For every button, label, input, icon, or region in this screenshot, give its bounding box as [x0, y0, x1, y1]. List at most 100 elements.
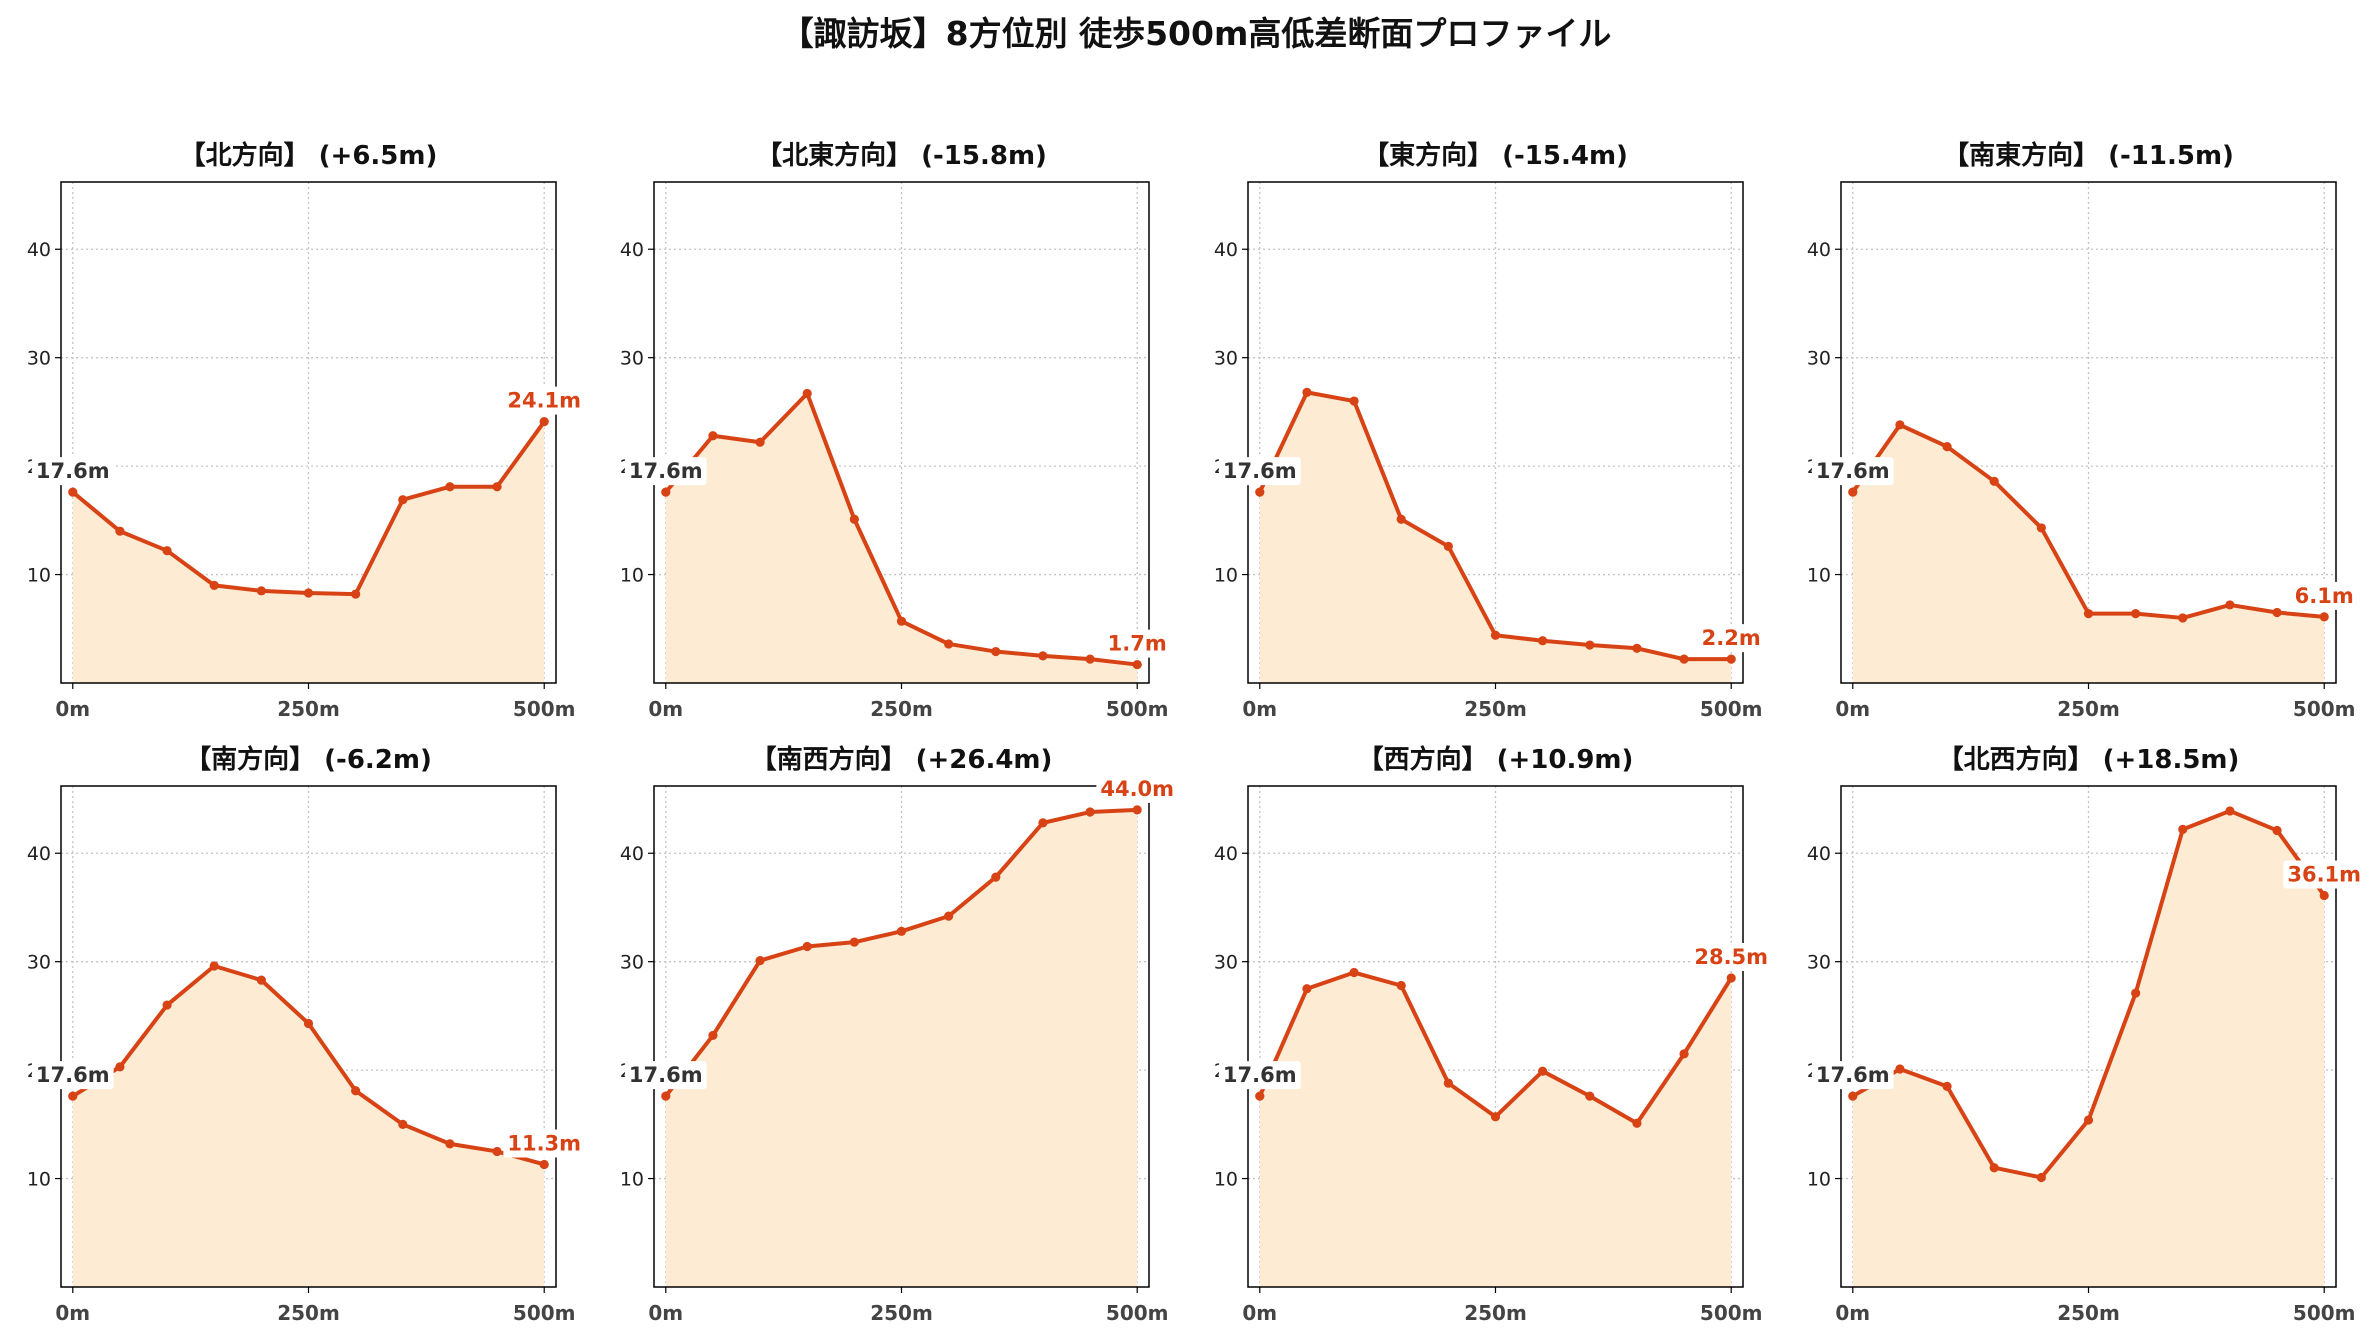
x-tick-label: 0m [648, 1301, 683, 1325]
data-point [1443, 541, 1453, 551]
x-tick-label: 250m [1464, 1301, 1527, 1325]
area-fill [665, 393, 1138, 683]
data-point [256, 975, 266, 985]
end-label: 44.0m [1100, 777, 1174, 801]
data-point [209, 580, 219, 591]
data-point [849, 937, 859, 947]
x-tick-label: 250m [277, 1301, 340, 1325]
start-label: 17.6m [629, 459, 703, 483]
end-label-box [1103, 629, 1171, 658]
panel-title: 【東方向】 (-15.4m) [1363, 140, 1628, 171]
end-label-group: 11.3m [503, 1129, 586, 1158]
y-tick-label: 30 [1807, 952, 1831, 974]
data-point [1895, 420, 1905, 430]
start-label-group: 17.6m [1218, 457, 1301, 486]
y-tick-label: 30 [1214, 952, 1238, 974]
data-point [1632, 1118, 1642, 1128]
x-tick-label: 0m [1835, 1301, 1870, 1325]
x-tick-label: 0m [1242, 697, 1277, 721]
data-point [1038, 818, 1048, 828]
data-point [1679, 1049, 1689, 1059]
data-point [1255, 487, 1265, 497]
y-tick-label: 40 [1214, 843, 1238, 865]
end-label-box [2283, 860, 2366, 889]
area-fill [72, 966, 545, 1287]
end-label: 28.5m [1694, 945, 1768, 969]
data-point [1255, 1091, 1265, 1101]
start-label-box [1811, 457, 1894, 486]
start-label-group: 17.6m [624, 457, 707, 486]
data-point [1726, 654, 1736, 664]
end-label-group: 24.1m [503, 386, 586, 415]
data-point [1989, 476, 1999, 486]
x-tick-label: 500m [2293, 1301, 2356, 1325]
start-label: 17.6m [36, 459, 110, 483]
start-label-box [624, 1061, 707, 1090]
elevation-panel-4: 0m250m500m1020304017.6m6.1m【南東方向】 (-11.5… [1807, 140, 2358, 721]
x-tick-label: 500m [2293, 697, 2356, 721]
x-tick-label: 500m [513, 697, 576, 721]
panel-title: 【南西方向】 (+26.4m) [751, 744, 1053, 775]
data-point [492, 1146, 502, 1157]
data-point [2083, 1115, 2094, 1125]
data-point [1302, 984, 1312, 994]
end-label-box [1697, 624, 1765, 653]
area-fill [72, 421, 545, 683]
data-point [755, 437, 765, 447]
data-point [1989, 1163, 1999, 1173]
data-point [162, 1000, 172, 1010]
elevation-panel-2: 0m250m500m1020304017.6m1.7m【北東方向】 (-15.8… [620, 140, 1171, 721]
data-point [256, 586, 266, 596]
start-label-box [1811, 1061, 1894, 1090]
x-tick-label: 250m [2057, 1301, 2120, 1325]
data-point [1132, 805, 1142, 815]
y-tick-label: 30 [620, 348, 644, 370]
y-tick-label: 40 [620, 239, 644, 261]
panel-title: 【南東方向】 (-11.5m) [1943, 140, 2234, 171]
data-point [2225, 806, 2235, 816]
data-point [2036, 523, 2046, 533]
data-point [944, 639, 954, 649]
y-tick-label: 40 [1214, 239, 1238, 261]
start-label-box [1218, 457, 1301, 486]
x-tick-label: 0m [1242, 1301, 1277, 1325]
data-point [1848, 1091, 1858, 1101]
data-point [68, 1091, 78, 1101]
end-label-group: 36.1m [2283, 860, 2366, 889]
area-fill [1852, 810, 2325, 1287]
x-tick-label: 250m [2057, 697, 2120, 721]
data-point [1396, 514, 1406, 524]
end-label-group: 28.5m [1690, 942, 1773, 971]
data-point [849, 514, 859, 524]
start-label: 17.6m [36, 1063, 110, 1087]
data-point [1302, 387, 1312, 397]
data-point [2178, 824, 2188, 834]
data-point [708, 1030, 718, 1041]
end-label: 36.1m [2287, 863, 2361, 887]
data-point [1349, 967, 1359, 978]
data-point [1443, 1078, 1453, 1088]
data-point [209, 961, 219, 971]
data-point [2272, 607, 2282, 618]
data-point [896, 926, 907, 936]
data-point [1632, 643, 1642, 653]
y-tick-label: 30 [1807, 348, 1831, 370]
start-label-group: 17.6m [31, 457, 114, 486]
end-label-box [1690, 942, 1773, 971]
data-point [1585, 1091, 1595, 1101]
data-point [661, 487, 671, 497]
start-label-box [1218, 1061, 1301, 1090]
start-label-group: 17.6m [1811, 1061, 1894, 1090]
x-tick-label: 0m [648, 697, 683, 721]
panel-title: 【西方向】 (+10.9m) [1358, 744, 1634, 775]
data-point [1585, 640, 1595, 650]
x-tick-label: 500m [1106, 1301, 1169, 1325]
data-point [755, 955, 765, 966]
data-point [1490, 1112, 1501, 1122]
data-point [1726, 973, 1736, 983]
